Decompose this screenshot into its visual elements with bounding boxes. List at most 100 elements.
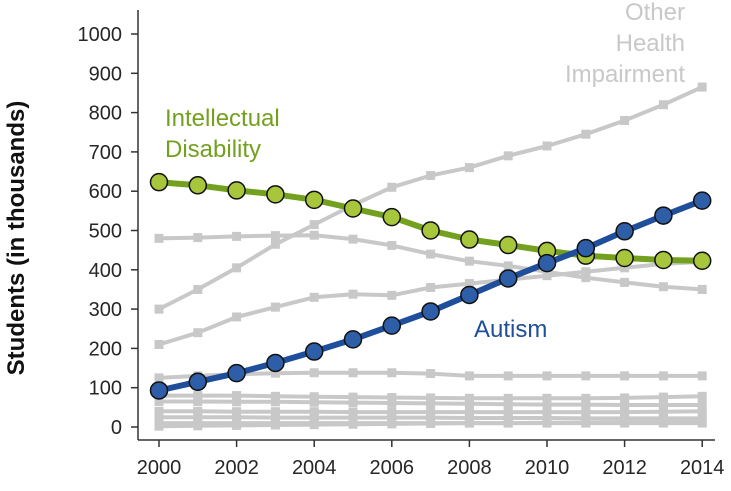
data-point-circle: [382, 207, 402, 227]
data-point-square: [581, 393, 591, 403]
data-point-circle: [654, 206, 673, 225]
data-point-square: [542, 418, 552, 428]
data-point-square: [232, 397, 242, 407]
data-point-square: [232, 391, 242, 401]
series-gray-series-a: [154, 230, 707, 294]
data-point-square: [464, 279, 474, 289]
annotation-ohi: Other Health Impairment: [565, 0, 685, 88]
data-point-square: [387, 413, 397, 423]
data-point-square: [348, 234, 358, 244]
data-point-square: [348, 398, 358, 408]
background-series-layer: [154, 82, 707, 431]
data-point-square: [620, 407, 630, 417]
data-point-square: [387, 182, 397, 192]
data-point-square: [270, 239, 280, 249]
data-point-circle: [227, 363, 246, 383]
data-point-square: [154, 412, 164, 422]
data-point-square: [581, 407, 591, 417]
y-tick-label: 100: [89, 378, 122, 400]
data-point-square: [581, 267, 591, 277]
data-point-square: [387, 368, 397, 378]
tick-labels: 0 100 200 300 400 500 600 700 800 900 1000 2000 2002…: [78, 24, 725, 479]
data-point-square: [581, 273, 591, 283]
data-point-square: [426, 407, 436, 417]
data-point-square: [309, 392, 319, 402]
data-point-square: [542, 271, 552, 281]
data-point-square: [697, 284, 707, 294]
data-point-square: [309, 413, 319, 423]
data-point-square: [309, 397, 319, 407]
x-tick-label: 2008: [447, 457, 492, 479]
data-point-square: [464, 256, 474, 266]
data-point-square: [620, 263, 630, 273]
data-point-square: [348, 392, 358, 402]
data-point-circle: [576, 238, 596, 258]
series-gray-series-i: [154, 417, 707, 431]
data-point-square: [270, 231, 280, 241]
data-point-square: [503, 399, 513, 409]
series-autism: [149, 191, 712, 400]
data-point-square: [464, 393, 474, 403]
data-point-square: [464, 371, 474, 381]
data-point-square: [620, 277, 630, 287]
data-point-square: [193, 406, 203, 416]
data-point-square: [154, 304, 164, 314]
data-point-square: [620, 393, 630, 403]
y-tick-label: 400: [89, 260, 122, 282]
data-point-circle: [227, 181, 246, 200]
data-point-square: [697, 391, 707, 401]
series-gray-series-e: [154, 396, 707, 410]
x-tick-label: 2014: [680, 457, 725, 479]
data-point-circle: [382, 316, 402, 335]
data-point-square: [503, 151, 513, 161]
data-point-square: [658, 392, 668, 402]
data-point-square: [658, 371, 668, 381]
y-tick-label: 900: [89, 63, 122, 85]
data-point-square: [232, 231, 242, 241]
data-point-square: [658, 407, 668, 417]
data-point-circle: [149, 381, 169, 400]
data-point-circle: [498, 269, 518, 288]
data-point-square: [309, 220, 319, 230]
data-point-square: [426, 393, 436, 403]
x-tick-label: 2006: [370, 457, 415, 479]
data-point-square: [426, 369, 436, 379]
data-point-circle: [188, 372, 208, 392]
data-point-square: [658, 400, 668, 410]
data-point-square: [542, 413, 552, 423]
data-point-circle: [266, 185, 285, 204]
data-point-circle: [692, 251, 712, 271]
data-point-square: [620, 115, 630, 125]
data-point-square: [348, 289, 358, 299]
data-point-square: [348, 413, 358, 423]
y-tick-label: 1000: [78, 24, 123, 46]
data-point-square: [154, 339, 164, 349]
data-point-square: [309, 420, 319, 430]
annotation-text: Other: [625, 0, 685, 26]
data-point-square: [232, 407, 242, 417]
annotations: Other Health Impairment Intellectual Disabil…: [165, 0, 685, 343]
data-point-circle: [304, 342, 324, 361]
data-point-square: [270, 391, 280, 401]
data-point-circle: [615, 222, 634, 241]
data-point-square: [464, 163, 474, 173]
data-point-square: [542, 393, 552, 403]
data-point-square: [426, 170, 436, 180]
data-point-square: [348, 368, 358, 378]
x-tick-label: 2004: [292, 457, 337, 479]
data-point-circle: [421, 302, 440, 321]
y-tick-label: 800: [89, 103, 122, 125]
data-point-square: [270, 368, 280, 378]
data-point-circle: [343, 199, 363, 218]
annotation-text: Impairment: [565, 61, 685, 88]
data-point-square: [270, 302, 280, 312]
data-point-square: [697, 417, 707, 427]
annotation-autism: Autism: [474, 316, 547, 343]
x-tick-label: 2012: [602, 457, 647, 479]
data-point-square: [620, 371, 630, 381]
data-point-circle: [460, 230, 479, 249]
data-point-square: [658, 417, 668, 427]
data-point-square: [193, 284, 203, 294]
y-tick-label: 300: [89, 299, 122, 321]
data-point-circle: [421, 221, 440, 240]
